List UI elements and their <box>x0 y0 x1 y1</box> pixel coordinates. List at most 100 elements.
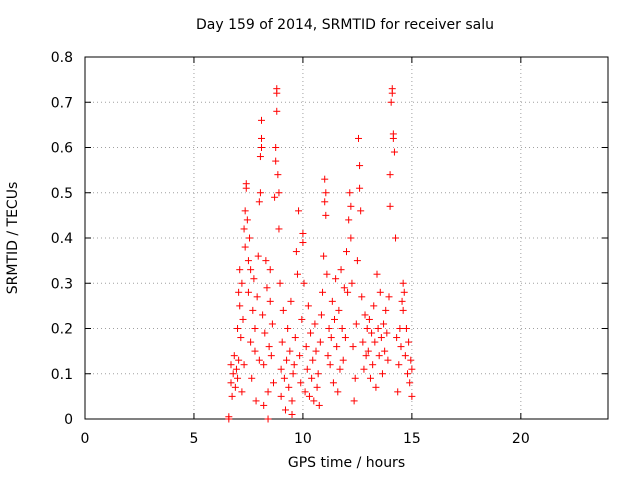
data-point <box>402 325 410 332</box>
data-point <box>244 288 252 296</box>
data-point <box>227 361 235 369</box>
data-point <box>280 374 288 382</box>
data-point <box>304 302 312 310</box>
data-point <box>314 370 322 378</box>
x-tick-label: 0 <box>81 431 90 447</box>
data-point <box>291 334 299 342</box>
data-point <box>241 207 249 215</box>
data-point <box>366 374 374 382</box>
data-point <box>370 302 378 310</box>
data-point <box>354 134 362 142</box>
data-point <box>238 388 246 396</box>
grid-lines <box>85 57 608 419</box>
data-point <box>335 306 343 314</box>
data-point <box>347 234 355 242</box>
data-point <box>258 116 266 124</box>
data-point <box>345 216 353 224</box>
data-point <box>240 225 248 233</box>
data-point <box>281 406 289 414</box>
data-point <box>344 288 352 296</box>
data-point <box>348 279 356 287</box>
x-axis-label: GPS time / hours <box>287 455 406 471</box>
data-point <box>327 334 335 342</box>
data-point <box>364 347 372 355</box>
y-tick-label: 0.3 <box>51 276 73 292</box>
data-point <box>407 356 415 364</box>
data-point <box>298 315 306 323</box>
data-point <box>254 252 262 260</box>
data-point <box>332 275 340 283</box>
data-point <box>380 320 388 328</box>
data-point <box>356 184 364 192</box>
data-point <box>276 279 284 287</box>
data-point <box>396 325 404 332</box>
data-point <box>401 352 409 360</box>
y-tick-label: 0.1 <box>51 367 73 383</box>
data-point <box>371 338 379 346</box>
data-point <box>235 356 243 364</box>
data-point <box>311 320 319 328</box>
data-point <box>360 365 368 373</box>
data-point <box>272 157 280 165</box>
data-points <box>225 85 416 423</box>
data-point <box>336 365 344 373</box>
data-point <box>247 266 255 274</box>
data-point <box>231 383 239 391</box>
x-tick-label: 10 <box>294 431 312 447</box>
data-point <box>273 85 281 93</box>
data-point <box>272 144 280 151</box>
data-point <box>302 343 310 351</box>
data-point <box>337 266 345 274</box>
data-point <box>321 198 329 206</box>
y-tick-label: 0.5 <box>51 186 73 202</box>
data-point <box>405 338 413 346</box>
data-point <box>368 329 376 337</box>
data-point <box>301 388 309 396</box>
data-point <box>369 361 377 369</box>
y-tick-label: 0.2 <box>51 322 73 338</box>
y-tick-label: 0.4 <box>51 231 73 247</box>
data-point <box>384 356 392 364</box>
data-point <box>329 379 337 387</box>
data-point <box>338 325 346 332</box>
data-point <box>229 370 237 378</box>
data-point <box>234 325 242 332</box>
data-point <box>251 347 259 355</box>
data-point <box>398 297 406 305</box>
data-point <box>236 266 244 274</box>
data-point <box>292 248 300 256</box>
data-point <box>390 148 398 156</box>
data-point <box>353 257 361 265</box>
data-point <box>251 325 259 332</box>
data-point <box>352 320 360 328</box>
data-point <box>234 374 242 382</box>
data-point <box>247 338 255 346</box>
data-point <box>232 365 240 373</box>
data-point <box>289 370 297 378</box>
data-point <box>286 347 294 355</box>
y-axis-label: SRMTID / TECUs <box>5 181 21 295</box>
data-point <box>313 383 321 391</box>
data-point <box>388 89 396 97</box>
data-point <box>374 325 382 332</box>
data-point <box>265 343 273 351</box>
data-point <box>255 198 263 206</box>
data-point <box>394 388 402 396</box>
data-point <box>284 325 292 332</box>
axis-ticks <box>84 56 608 420</box>
data-point <box>273 107 281 115</box>
data-point <box>343 248 350 256</box>
data-point <box>248 374 256 382</box>
data-point <box>228 392 236 400</box>
data-point <box>239 315 247 323</box>
data-point <box>262 257 270 265</box>
data-point <box>258 144 266 151</box>
data-point <box>400 288 408 296</box>
data-point <box>378 370 386 378</box>
data-point <box>274 171 282 179</box>
data-point <box>261 329 269 337</box>
data-point <box>382 306 390 314</box>
data-point <box>404 370 412 378</box>
data-point <box>310 397 318 405</box>
